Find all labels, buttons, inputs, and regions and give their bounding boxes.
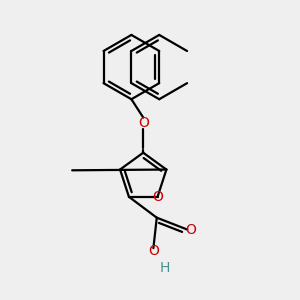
Text: O: O bbox=[148, 244, 159, 258]
Text: O: O bbox=[138, 116, 149, 130]
Text: O: O bbox=[152, 190, 163, 204]
Text: H: H bbox=[160, 262, 170, 275]
Text: O: O bbox=[185, 223, 196, 236]
